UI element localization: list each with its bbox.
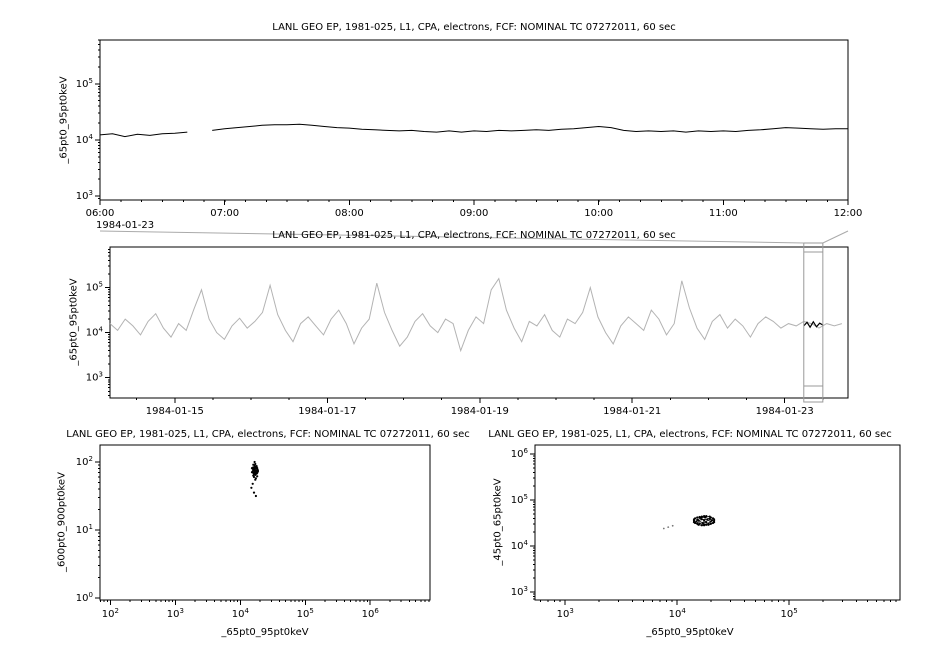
svg-text:106: 106 (511, 447, 529, 460)
svg-text:08:00: 08:00 (335, 208, 364, 219)
svg-text:101: 101 (76, 523, 93, 536)
panel4-y-axis-label: _45pt0_65pt0keV (492, 478, 504, 566)
svg-text:105: 105 (511, 493, 528, 506)
svg-text:1984-01-15: 1984-01-15 (146, 406, 204, 417)
svg-text:102: 102 (102, 607, 119, 620)
svg-text:105: 105 (86, 281, 103, 294)
panel4-x-axis-label: _65pt0_95pt0keV (646, 627, 734, 638)
svg-text:1984-01-19: 1984-01-19 (451, 406, 509, 417)
panel3-plot-area[interactable] (100, 445, 430, 600)
svg-text:103: 103 (86, 371, 103, 384)
svg-text:1984-01-23: 1984-01-23 (756, 406, 814, 417)
svg-text:105: 105 (781, 607, 798, 620)
svg-text:1984-01-17: 1984-01-17 (298, 406, 356, 417)
svg-text:10:00: 10:00 (584, 208, 613, 219)
panel3-title: LANL GEO EP, 1981-025, L1, CPA, electron… (66, 429, 470, 440)
svg-text:103: 103 (167, 607, 184, 620)
svg-text:06:00: 06:00 (86, 208, 115, 219)
panel1-date-label: 1984-01-23 (96, 220, 155, 231)
svg-text:104: 104 (232, 607, 250, 620)
selection-box[interactable] (803, 243, 824, 403)
panel1-title: LANL GEO EP, 1981-025, L1, CPA, electron… (272, 22, 676, 33)
panel1-y-axis-label: _65pt0_95pt0keV (58, 76, 70, 164)
panel2-y-axis-label: _65pt0_95pt0keV (68, 278, 80, 366)
panel2-title: LANL GEO EP, 1981-025, L1, CPA, electron… (272, 230, 676, 241)
svg-text:104: 104 (669, 607, 687, 620)
svg-text:103: 103 (557, 607, 574, 620)
panel3-x-axis-label: _65pt0_95pt0keV (221, 627, 309, 638)
svg-text:104: 104 (86, 326, 104, 339)
svg-text:100: 100 (76, 591, 93, 604)
svg-text:1984-01-21: 1984-01-21 (603, 406, 661, 417)
panel4-plot-area[interactable] (535, 445, 900, 600)
svg-text:103: 103 (511, 585, 528, 598)
svg-text:09:00: 09:00 (460, 208, 489, 219)
svg-text:102: 102 (76, 455, 93, 468)
svg-text:103: 103 (76, 189, 93, 202)
svg-text:104: 104 (76, 133, 94, 146)
svg-text:106: 106 (362, 607, 380, 620)
panel4-title: LANL GEO EP, 1981-025, L1, CPA, electron… (488, 429, 892, 440)
svg-text:07:00: 07:00 (210, 208, 239, 219)
svg-text:105: 105 (76, 77, 93, 90)
svg-text:105: 105 (297, 607, 314, 620)
panel3-y-axis-label: _600pt0_900pt0keV (56, 472, 68, 572)
panel1-plot-area[interactable] (100, 40, 848, 200)
svg-text:12:00: 12:00 (834, 208, 863, 219)
panel2-plot-area[interactable] (110, 247, 848, 398)
svg-text:104: 104 (511, 539, 529, 552)
svg-text:11:00: 11:00 (709, 208, 738, 219)
